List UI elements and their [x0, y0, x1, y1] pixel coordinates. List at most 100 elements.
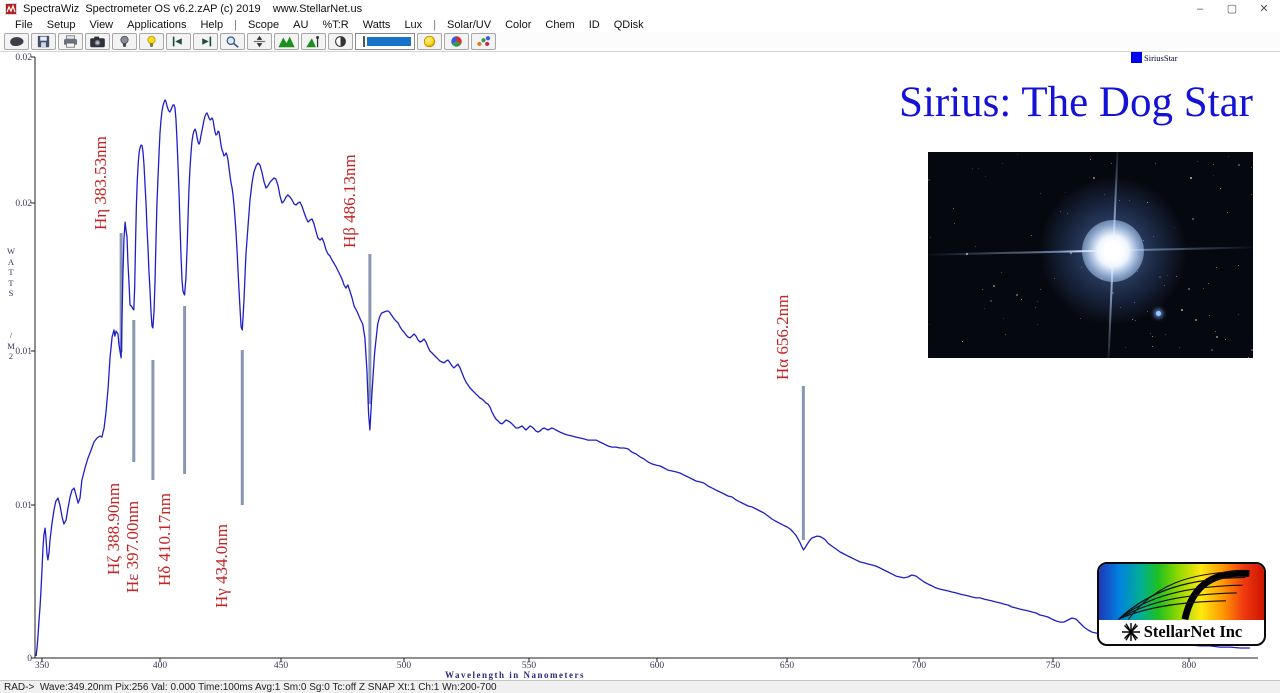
y-tick-label: 0.02: [15, 53, 32, 63]
irradiance-ball-button[interactable]: [417, 33, 442, 50]
menu-item-id[interactable]: ID: [588, 19, 600, 31]
spectral-line-label: Hζ 388.90nm: [103, 482, 123, 575]
cursor-left-button[interactable]: [166, 33, 191, 50]
status-text: RAD-> Wave:349.20nm Pix:256 Val: 0.000 T…: [4, 681, 497, 693]
background-star: [1016, 293, 1019, 296]
x-tick-label: 700: [911, 661, 927, 671]
menu-item-au[interactable]: AU: [293, 19, 309, 31]
background-star: [1209, 314, 1211, 316]
menu-item-view[interactable]: View: [89, 19, 114, 31]
x-tick-label: 400: [152, 661, 168, 671]
menu-item-watts[interactable]: Watts: [362, 19, 391, 31]
sirius-photo: [928, 152, 1253, 358]
x-tick-label: 750: [1045, 661, 1061, 671]
background-star: [1001, 271, 1003, 273]
y-tick-label: 0.02: [15, 199, 32, 209]
background-star: [1020, 298, 1022, 300]
snapshot-button[interactable]: [85, 33, 110, 50]
background-star: [972, 168, 974, 170]
background-star: [1250, 194, 1252, 196]
menu-item--t-r[interactable]: %T:R: [322, 19, 349, 31]
x-axis-title: Wavelength in Nanometers: [445, 670, 585, 680]
background-star: [953, 208, 955, 210]
save-button[interactable]: [31, 33, 56, 50]
peak-id-icon: [306, 35, 320, 48]
menu-item-color[interactable]: Color: [505, 19, 532, 31]
background-star: [1088, 177, 1090, 179]
background-star: [1154, 163, 1156, 165]
dark-spectrum-button[interactable]: [328, 33, 353, 50]
autoscale-icon: [253, 35, 266, 48]
toolbar: [0, 32, 1280, 52]
menu-item-lux[interactable]: Lux: [404, 19, 423, 31]
status-bar: RAD-> Wave:349.20nm Pix:256 Val: 0.000 T…: [0, 680, 1280, 693]
ball-icon: [423, 35, 436, 48]
title-bar: SpectraWiz Spectrometer OS v6.2.zAP (c) …: [0, 0, 1280, 18]
x-tick-label: 800: [1181, 661, 1197, 671]
light-reference-lamp-button[interactable]: [139, 33, 164, 50]
legend: SiriusStar: [1131, 52, 1178, 63]
spectral-line-label: Hγ 434.0nm: [212, 523, 232, 608]
spectral-line-label: Hδ 410.17nm: [154, 492, 174, 586]
menu-item-qdisk[interactable]: QDisk: [613, 19, 644, 31]
print-button[interactable]: [58, 33, 83, 50]
background-star: [1225, 339, 1227, 341]
background-star: [1001, 163, 1003, 165]
color-wheel-button[interactable]: [444, 33, 469, 50]
background-star: [1215, 335, 1218, 338]
minimize-button[interactable]: –: [1196, 3, 1204, 15]
menu-item-file[interactable]: File: [15, 19, 33, 31]
background-star: [953, 222, 955, 224]
lamp-lit-icon: [147, 35, 156, 47]
maximize-button[interactable]: ▢: [1226, 3, 1238, 15]
close-button[interactable]: ✕: [1259, 3, 1269, 15]
chart-title: Sirius: The Dog Star: [899, 79, 1253, 126]
menu-item-help[interactable]: Help: [200, 19, 224, 31]
background-star: [1213, 174, 1215, 176]
acquire-button[interactable]: [4, 33, 29, 50]
peak-id-button[interactable]: [301, 33, 326, 50]
background-star: [1192, 217, 1195, 220]
background-star: [1208, 282, 1210, 284]
background-star: [1219, 187, 1221, 189]
spectral-line-label: Hε 397.00nm: [122, 500, 142, 593]
star-core-inner: [1104, 241, 1123, 260]
background-star: [974, 246, 976, 248]
menu-item-scope[interactable]: Scope: [247, 19, 280, 31]
background-star: [928, 179, 931, 182]
dark-reference-lamp-button[interactable]: [112, 33, 137, 50]
menu-item-setup[interactable]: Setup: [46, 19, 76, 31]
legend-label: SiriusStar: [1144, 52, 1178, 63]
cursor-right-button[interactable]: [193, 33, 218, 50]
wheel-icon: [451, 36, 462, 47]
menu-item-chem[interactable]: Chem: [545, 19, 575, 31]
background-star: [1149, 332, 1151, 334]
zoom-button[interactable]: [220, 33, 245, 50]
background-star: [1227, 156, 1229, 158]
menu-bar: File Setup View Applications Help | Scope AU %T:…: [0, 18, 1280, 32]
background-star: [1202, 287, 1204, 289]
background-star: [962, 341, 964, 343]
spectrum-view-button[interactable]: [274, 33, 299, 50]
background-star: [1080, 318, 1082, 320]
background-star: [1111, 162, 1113, 164]
camera-icon: [90, 36, 105, 48]
window-title: SpectraWiz Spectrometer OS v6.2.zAP (c) …: [23, 3, 363, 15]
x-tick-label: 550: [521, 661, 537, 671]
logo-rainbow-band: [1099, 564, 1264, 620]
menu-item-applications[interactable]: Applications: [127, 19, 187, 31]
color-sample-button[interactable]: [471, 33, 496, 50]
background-star: [1190, 177, 1193, 180]
slider-cursor[interactable]: [363, 36, 365, 47]
integration-time-slider[interactable]: [355, 33, 415, 50]
dots-icon: [477, 36, 491, 47]
menu-item-solar-uv[interactable]: Solar/UV: [447, 19, 492, 31]
background-star: [1197, 160, 1199, 162]
y-tick-label: 0: [27, 654, 32, 664]
background-star: [1036, 301, 1038, 303]
background-star: [984, 307, 986, 309]
background-star: [1238, 163, 1241, 166]
autoscale-button[interactable]: [247, 33, 272, 50]
